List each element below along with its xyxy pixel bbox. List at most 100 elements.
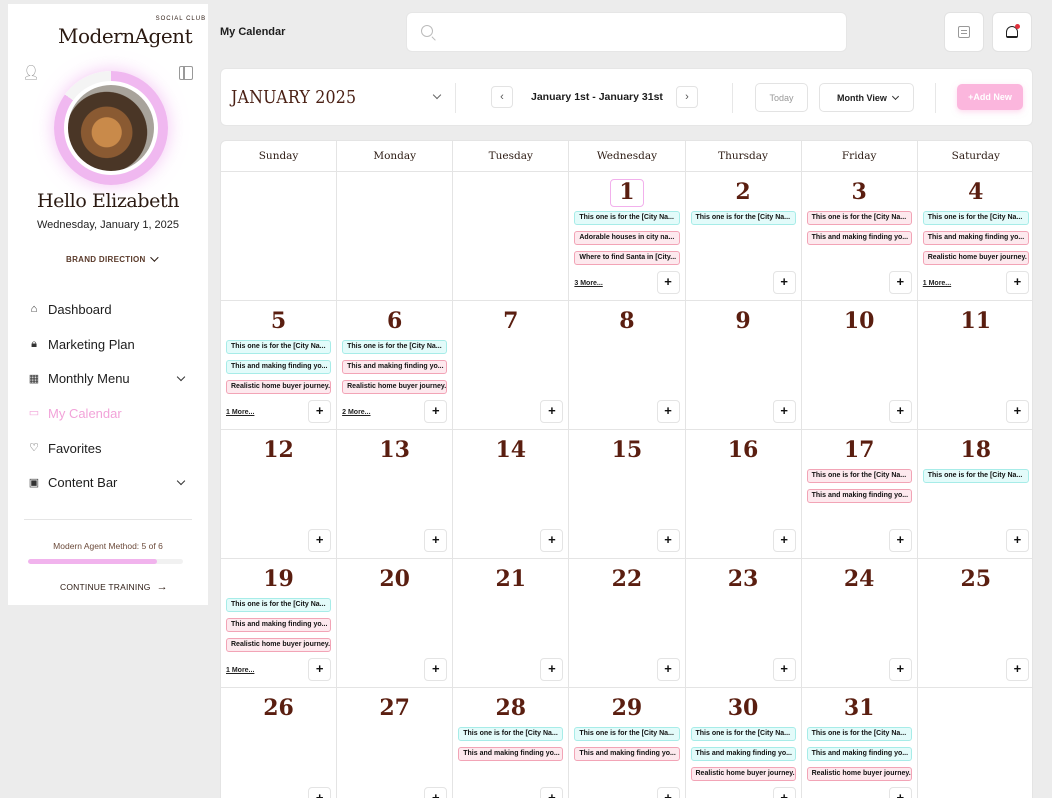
day-cell-24[interactable]: 24 + — [802, 559, 918, 687]
add-event-button[interactable]: + — [424, 529, 448, 552]
day-cell-27[interactable]: 27 + — [337, 688, 454, 798]
event-chip[interactable]: This and making finding yo... — [690, 747, 796, 761]
sidebar-item-my-calendar[interactable]: ▭ My Calendar — [28, 396, 188, 431]
sidebar-item-favorites[interactable]: ♡ Favorites — [28, 431, 188, 466]
day-cell-16[interactable]: 16 + — [686, 430, 802, 558]
day-cell-31[interactable]: 31 This one is for the [City Na... This an… — [802, 688, 918, 798]
continue-training-link[interactable]: CONTINUE TRAINING → — [60, 581, 168, 593]
add-event-button[interactable]: + — [540, 529, 564, 552]
event-chip[interactable]: This one is for the [City Na... — [806, 727, 912, 741]
day-cell-10[interactable]: 10 + — [802, 301, 918, 429]
event-chip[interactable]: This and making finding yo... — [922, 231, 1029, 245]
add-event-button[interactable]: + — [308, 658, 332, 681]
add-event-button[interactable]: + — [888, 400, 912, 423]
day-cell-26[interactable]: 26 + — [221, 688, 338, 798]
add-event-button[interactable]: + — [656, 658, 680, 681]
next-month-button[interactable]: › — [676, 86, 698, 108]
event-chip[interactable]: This one is for the [City Na... — [690, 211, 796, 225]
event-chip[interactable]: This one is for the [City Na... — [922, 211, 1029, 225]
add-event-button[interactable]: + — [308, 400, 332, 423]
day-cell-7[interactable]: 7 + — [453, 301, 570, 429]
more-events-link[interactable]: 1 More... — [922, 280, 952, 287]
event-chip[interactable]: This one is for the [City Na... — [806, 469, 912, 483]
add-event-button[interactable]: + — [1005, 529, 1029, 552]
day-cell-8[interactable]: 8 + — [569, 301, 686, 429]
add-event-button[interactable]: + — [1005, 271, 1029, 294]
day-cell-14[interactable]: 14 + — [453, 430, 570, 558]
add-event-button[interactable]: + — [656, 529, 680, 552]
event-chip[interactable]: Realistic home buyer journey. — [922, 251, 1029, 265]
event-chip[interactable]: Realistic home buyer journey. — [226, 380, 332, 394]
add-event-button[interactable]: + — [772, 787, 796, 798]
day-cell-22[interactable]: 22 + — [569, 559, 686, 687]
event-chip[interactable]: This one is for the [City Na... — [226, 598, 332, 612]
more-events-link[interactable]: 1 More... — [226, 667, 255, 674]
day-cell-25[interactable]: 25 + — [918, 559, 1032, 687]
avatar[interactable] — [64, 81, 158, 175]
event-chip[interactable]: This one is for the [City Na... — [806, 211, 912, 225]
event-chip[interactable]: This and making finding yo... — [806, 747, 912, 761]
event-chip[interactable]: This one is for the [City Na... — [342, 340, 448, 354]
sidebar-item-monthly-menu[interactable]: ▦ Monthly Menu — [28, 361, 188, 396]
event-chip[interactable]: This one is for the [City Na... — [226, 340, 332, 354]
event-chip[interactable]: This and making finding yo... — [226, 360, 332, 374]
chevron-down-icon[interactable] — [176, 477, 186, 486]
event-chip[interactable]: This one is for the [City Na... — [574, 211, 680, 225]
day-cell-20[interactable]: 20 + — [337, 559, 454, 687]
chevron-down-icon[interactable] — [432, 90, 442, 100]
event-chip[interactable]: This and making finding yo... — [806, 231, 912, 245]
day-cell-5[interactable]: 5 This one is for the [City Na... This and… — [221, 301, 338, 429]
day-cell-15[interactable]: 15 + — [569, 430, 686, 558]
sidebar-item-marketing-plan[interactable]: 🔒︎ Marketing Plan — [28, 327, 188, 362]
user-icon[interactable]: 👤︎ — [22, 64, 40, 80]
event-chip[interactable]: This and making finding yo... — [806, 489, 912, 503]
more-events-link[interactable]: 3 More... — [574, 280, 603, 287]
prev-month-button[interactable]: ‹ — [491, 86, 513, 108]
view-select[interactable]: Month View — [819, 83, 914, 112]
event-chip[interactable]: Realistic home buyer journey. — [226, 638, 332, 652]
day-cell-17[interactable]: 17 This one is for the [City Na... This an… — [802, 430, 918, 558]
add-event-button[interactable]: + — [1005, 400, 1029, 423]
add-event-button[interactable]: + — [888, 787, 912, 798]
add-event-button[interactable]: + — [656, 400, 680, 423]
event-chip[interactable]: Realistic home buyer journey. — [342, 380, 448, 394]
add-event-button[interactable]: + — [888, 658, 912, 681]
event-chip[interactable]: Adorable houses in city na... — [574, 231, 680, 245]
calendar-button[interactable] — [944, 12, 984, 52]
add-event-button[interactable]: + — [308, 529, 332, 552]
more-events-link[interactable]: 2 More... — [342, 409, 371, 416]
month-title[interactable]: JANUARY 2025 — [231, 87, 357, 108]
day-cell-11[interactable]: 11 + — [918, 301, 1032, 429]
day-cell-4[interactable]: 4 This one is for the [City Na... This and… — [918, 172, 1032, 300]
add-event-button[interactable]: + — [424, 787, 448, 798]
add-event-button[interactable]: + — [772, 400, 796, 423]
chevron-down-icon[interactable] — [176, 373, 186, 382]
event-chip[interactable]: This one is for the [City Na... — [690, 727, 796, 741]
notifications-button[interactable] — [992, 12, 1032, 52]
day-cell-2[interactable]: 2 This one is for the [City Na... + — [686, 172, 802, 300]
event-chip[interactable]: This and making finding yo... — [574, 747, 680, 761]
add-event-button[interactable]: + — [540, 400, 564, 423]
day-cell-6[interactable]: 6 This one is for the [City Na... This and… — [337, 301, 454, 429]
add-event-button[interactable]: + — [772, 271, 796, 294]
today-button[interactable]: Today — [755, 83, 808, 112]
day-cell-19[interactable]: 19 This one is for the [City Na... This an… — [221, 559, 338, 687]
event-chip[interactable]: This one is for the [City Na... — [922, 469, 1029, 483]
add-event-button[interactable]: + — [540, 787, 564, 798]
event-chip[interactable]: This one is for the [City Na... — [574, 727, 680, 741]
brand-direction-toggle[interactable]: BRAND DIRECTION — [66, 253, 159, 264]
day-cell-23[interactable]: 23 + — [686, 559, 802, 687]
search-box[interactable] — [406, 12, 847, 52]
event-chip[interactable]: Realistic home buyer journey. — [806, 767, 912, 781]
day-cell-21[interactable]: 21 + — [453, 559, 570, 687]
event-chip[interactable]: This and making finding yo... — [226, 618, 332, 632]
day-cell-18[interactable]: 18 This one is for the [City Na... + — [918, 430, 1032, 558]
event-chip[interactable]: Realistic home buyer journey. — [690, 767, 796, 781]
add-event-button[interactable]: + — [424, 400, 448, 423]
sidebar-collapse-icon[interactable] — [179, 66, 193, 80]
add-event-button[interactable]: + — [656, 271, 680, 294]
event-chip[interactable]: This and making finding yo... — [458, 747, 564, 761]
more-events-link[interactable]: 1 More... — [226, 409, 255, 416]
add-new-button[interactable]: +Add New — [957, 84, 1023, 110]
day-cell-3[interactable]: 3 This one is for the [City Na... This and… — [802, 172, 918, 300]
